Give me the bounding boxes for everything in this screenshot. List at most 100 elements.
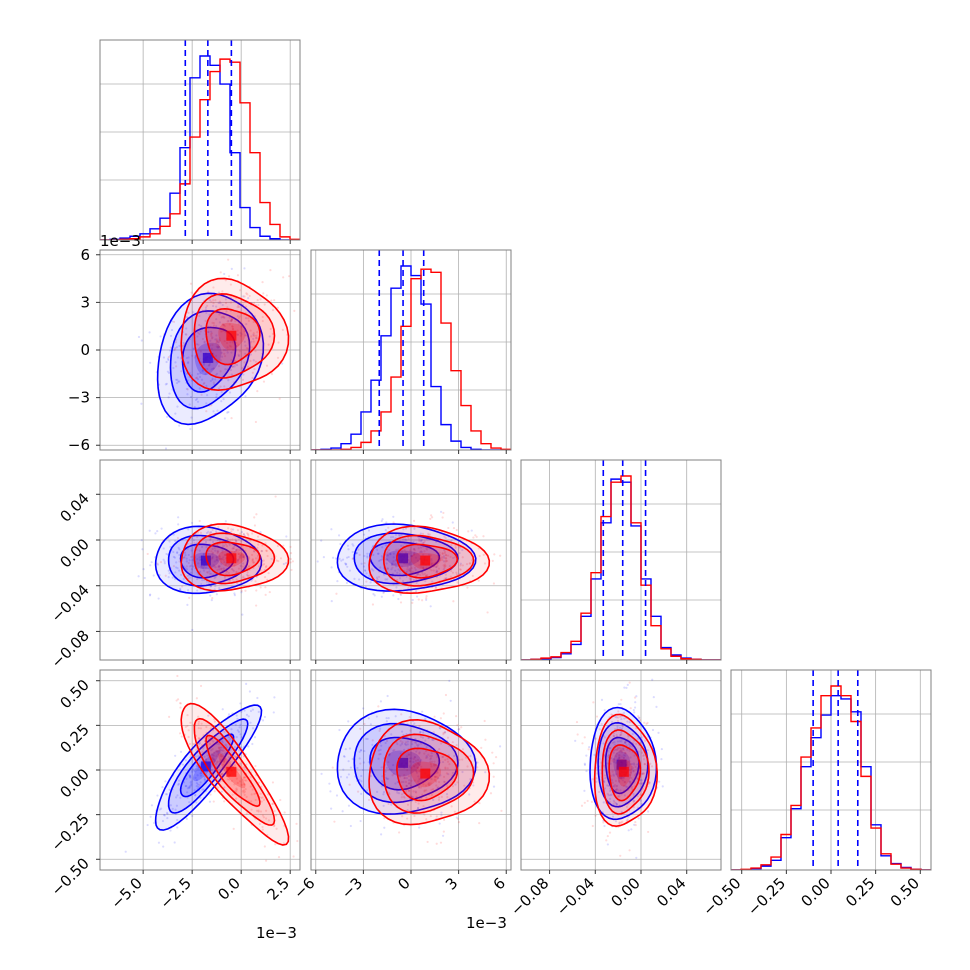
scatter-point <box>445 554 448 557</box>
scatter-point <box>248 690 251 693</box>
scatter-point <box>217 365 221 368</box>
scatter-point <box>233 745 236 749</box>
scatter-point <box>443 548 446 552</box>
scatter-point <box>213 790 216 793</box>
scatter-point <box>249 353 252 356</box>
scatter-point <box>249 776 252 779</box>
scatter-point <box>222 323 225 327</box>
scatter-point <box>218 746 221 749</box>
scatter-point <box>223 339 226 343</box>
scatter-point <box>624 754 627 757</box>
scatter-point <box>193 356 197 359</box>
scatter-point <box>413 765 416 768</box>
scatter-point <box>179 357 182 360</box>
scatter-point <box>178 553 181 557</box>
scatter-point <box>421 567 425 570</box>
scatter-point <box>442 568 445 571</box>
scatter-point <box>234 320 237 323</box>
density-peak-1 <box>226 553 237 564</box>
scatter-point <box>209 538 212 541</box>
scatter-point <box>448 679 451 683</box>
scatter-point <box>137 575 140 578</box>
scatter-point <box>392 772 395 776</box>
scatter-point <box>217 746 220 749</box>
scatter-point <box>366 737 369 741</box>
scatter-point <box>259 810 263 813</box>
scatter-point <box>213 758 216 761</box>
scatter-point <box>223 352 226 355</box>
scatter-point <box>413 549 416 552</box>
scatter-point <box>191 628 194 632</box>
scatter-point <box>220 330 223 333</box>
scatter-point <box>190 568 193 571</box>
scatter-point <box>622 784 626 788</box>
scatter-point <box>219 385 222 388</box>
scatter-point <box>412 764 416 768</box>
scatter-point <box>179 587 182 590</box>
scatter-point <box>627 829 630 832</box>
scatter-point <box>430 752 433 755</box>
scatter-point <box>271 309 275 312</box>
scatter-point <box>642 772 645 775</box>
scatter-point <box>431 580 434 583</box>
scatter-point <box>244 776 247 779</box>
scatter-point <box>358 578 361 581</box>
scatter-point <box>410 554 413 558</box>
scatter-point <box>227 527 230 530</box>
scatter-point <box>218 750 221 753</box>
scatter-point <box>221 323 224 326</box>
scatter-point <box>483 562 487 565</box>
scatter-point <box>227 410 230 414</box>
scatter-point <box>207 290 210 293</box>
scatter-point <box>403 796 406 799</box>
scatter-point <box>625 686 628 690</box>
scatter-point <box>185 817 188 820</box>
scatter-point <box>451 771 454 775</box>
scatter-point <box>195 397 199 400</box>
scatter-point <box>185 387 188 391</box>
scatter-point <box>455 571 458 574</box>
scatter-point <box>189 427 192 431</box>
density-peak-0 <box>616 759 627 770</box>
scatter-point <box>347 773 351 776</box>
scatter-point <box>231 327 234 330</box>
scatter-point <box>400 780 403 784</box>
scatter-point <box>426 574 429 577</box>
scatter-point <box>444 766 447 769</box>
scatter-point <box>208 581 211 584</box>
scatter-point <box>243 295 246 298</box>
scatter-point <box>409 784 412 788</box>
scatter-point <box>253 792 256 796</box>
scatter-point <box>227 379 230 382</box>
scatter-point <box>404 551 407 554</box>
scatter-point <box>363 722 366 726</box>
scatter-point <box>265 294 268 297</box>
scatter-point <box>221 549 224 552</box>
scatter-point <box>220 772 223 776</box>
scatter-point <box>440 814 443 817</box>
scatter-point <box>251 346 254 349</box>
scatter-point <box>402 780 405 784</box>
scatter-point <box>149 815 152 818</box>
scatter-point <box>358 750 361 753</box>
scatter-point <box>237 305 241 309</box>
scatter-point <box>240 333 243 336</box>
scatter-point <box>467 530 470 533</box>
scatter-point <box>244 395 247 398</box>
scatter-point <box>449 575 452 578</box>
scatter-point <box>187 735 190 739</box>
contour-1-1 <box>601 729 650 815</box>
scatter-point <box>211 756 214 759</box>
scatter-point <box>360 562 363 565</box>
scatter-point <box>206 304 209 307</box>
scatter-point <box>243 776 246 779</box>
scatter-point <box>392 552 395 555</box>
scatter-point <box>213 751 216 754</box>
scatter-point <box>217 345 220 348</box>
scatter-point <box>330 807 333 810</box>
scatter-point <box>220 562 223 565</box>
scatter-point <box>427 753 430 756</box>
scatter-point <box>252 332 255 335</box>
scatter-point <box>172 366 175 370</box>
scatter-point <box>408 715 411 719</box>
